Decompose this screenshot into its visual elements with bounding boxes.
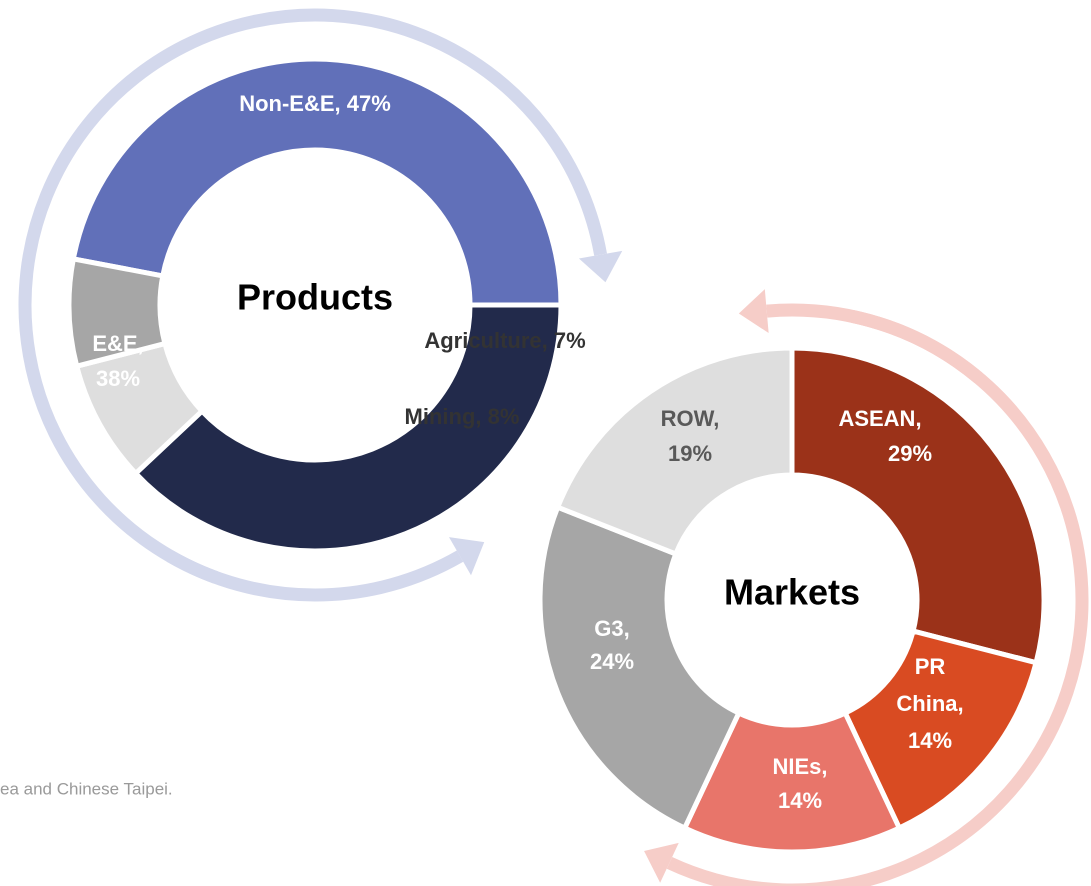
slice-label: PR [915,654,946,679]
slice [132,302,564,554]
slice-label: 14% [908,728,952,753]
slice-label: Non-E&E, 47% [239,91,391,116]
arrow-head [449,537,485,576]
slice-label: 24% [590,649,634,674]
slice-label: E&E, [92,331,143,356]
slice-label: Mining, 8% [405,404,520,429]
slice [789,345,1047,666]
slice-label: ROW, [661,406,720,431]
slice-label: 29% [888,441,932,466]
note: ea and Chinese Taipei. [0,779,173,798]
slice [841,628,1040,832]
slice-label: 14% [778,788,822,813]
center-label: Products [237,277,393,318]
slice-label: China, [896,691,963,716]
arrow-arc [18,8,607,584]
slice-label: Agriculture, 7% [424,328,585,353]
arrow-head [644,842,679,883]
slice-label: G3, [594,616,629,641]
slice [554,345,795,558]
arrow-arc [666,309,1089,886]
arrow-head [578,250,623,283]
slice-label: ASEAN, [838,406,921,431]
slice-label: NIEs, [772,754,827,779]
slice [66,255,168,370]
arrow-arc [766,303,983,383]
slice [537,503,743,832]
slice-label: 19% [668,441,712,466]
slice [70,56,564,308]
center-label: Markets [724,572,860,613]
arrow-arc [166,550,464,602]
arrow-head [738,289,769,334]
slice-label: 38% [96,366,140,391]
slice [681,709,903,855]
